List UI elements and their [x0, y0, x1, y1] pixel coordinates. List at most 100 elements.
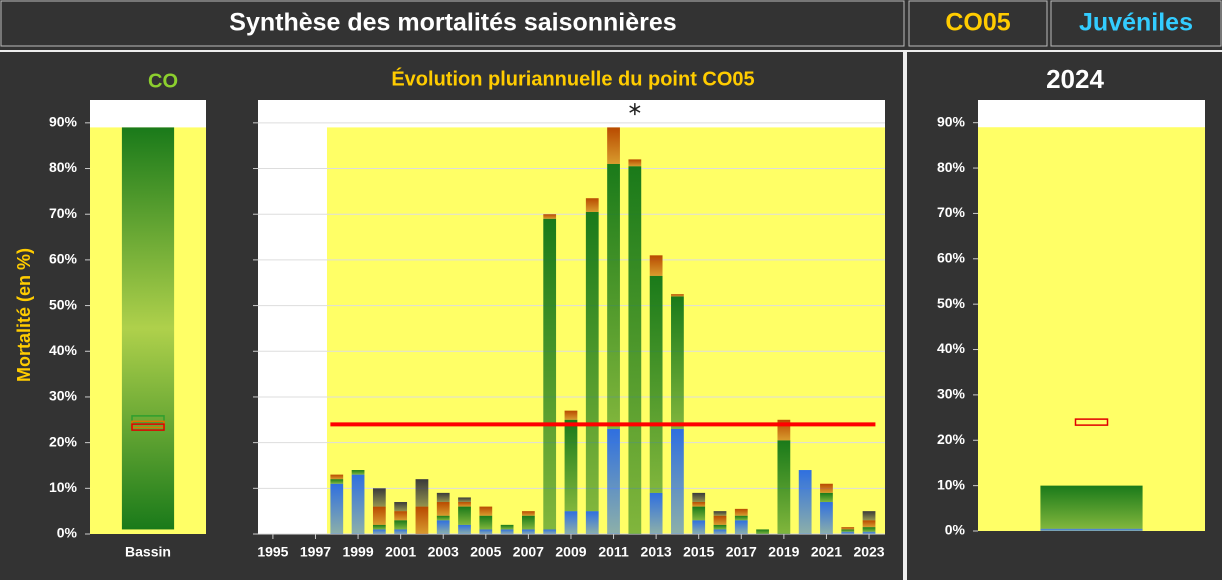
y-tick-label: 0%	[945, 522, 966, 538]
bar-segment	[415, 506, 429, 534]
bar-segment	[436, 502, 450, 516]
y-tick-label: 50%	[937, 295, 966, 311]
bar-segment	[607, 428, 620, 534]
x-tick-label: 1997	[300, 544, 331, 560]
bar	[121, 127, 175, 530]
bar-segment	[607, 163, 620, 429]
y-tick-label: 40%	[937, 340, 966, 356]
x-tick-label: 1995	[257, 544, 288, 560]
header-box	[1050, 0, 1222, 47]
y-tick-label: 80%	[49, 159, 78, 175]
bar-segment	[394, 511, 408, 521]
y-tick-label: 10%	[49, 479, 78, 495]
bar-segment	[585, 198, 599, 212]
x-tick-label: 1999	[342, 544, 373, 560]
bar-segment	[351, 470, 365, 475]
x-tick-label: 2011	[598, 544, 629, 560]
bar-segment	[458, 497, 471, 503]
bar-segment	[585, 511, 599, 534]
bar-segment	[436, 492, 450, 503]
bar-segment	[1040, 485, 1143, 529]
bar-segment	[713, 515, 727, 525]
marker	[1074, 418, 1109, 426]
zone	[978, 127, 1205, 531]
x-tick-label: 2013	[641, 544, 672, 560]
bar-segment	[820, 492, 833, 503]
bar-segment	[607, 127, 620, 164]
bar-segment	[458, 524, 471, 534]
bar-segment	[628, 159, 642, 167]
x-tick-label: 2019	[768, 544, 799, 560]
outlier	[629, 103, 641, 116]
header-title: Synthèse des mortalités saisonnières	[229, 9, 676, 37]
y-tick-label: 60%	[49, 251, 78, 267]
y-tick-label: 20%	[937, 431, 966, 447]
bar-segment	[798, 470, 812, 534]
bar-segment	[543, 529, 557, 534]
bar-segment	[522, 529, 535, 534]
bar-segment	[330, 479, 344, 484]
bar-segment	[713, 529, 727, 534]
x-tick-label: 2003	[428, 544, 459, 560]
panel-title: CO	[148, 70, 178, 92]
bar-segment	[1040, 528, 1143, 531]
bar-segment	[543, 214, 557, 219]
zone	[326, 127, 885, 535]
bar-segment	[479, 506, 493, 516]
bar-segment	[372, 524, 386, 530]
x-tick-label: 2009	[555, 544, 586, 560]
bar-segment	[436, 515, 450, 521]
bar-segment	[841, 531, 855, 534]
marker	[131, 423, 165, 431]
y-tick-label: 30%	[937, 386, 966, 402]
bar-segment	[394, 520, 408, 530]
y-tick-label: 0%	[57, 525, 78, 541]
bar-segment	[713, 511, 727, 516]
bar-segment	[671, 428, 684, 534]
bar-segment	[394, 502, 408, 512]
x-tick-label: 2015	[683, 544, 714, 560]
bar-segment	[649, 492, 663, 534]
bar-segment	[500, 524, 514, 530]
x-tick-label: 2005	[470, 544, 501, 560]
bar-segment	[671, 294, 684, 297]
bar-segment	[862, 520, 876, 528]
bar-segment	[649, 255, 663, 276]
bar-segment	[564, 511, 578, 534]
bar-segment	[522, 515, 535, 530]
y-axis-title: Mortalité (en %)	[14, 248, 34, 382]
y-tick-label: 70%	[49, 205, 78, 221]
y-tick-label: 90%	[49, 114, 78, 130]
bar-segment	[734, 508, 748, 516]
bar-segment	[436, 520, 450, 534]
y-tick-label: 90%	[937, 113, 966, 129]
bar-segment	[777, 440, 791, 534]
bar-segment	[564, 410, 578, 420]
bar-segment	[692, 492, 706, 503]
bar-segment	[330, 474, 344, 480]
bar-segment	[479, 529, 493, 534]
bar-segment	[372, 529, 386, 534]
bar-segment	[649, 275, 663, 493]
bar-segment	[862, 527, 876, 532]
x-tick-label: 2017	[726, 544, 757, 560]
bar-segment	[330, 483, 344, 534]
y-tick-label: 70%	[937, 204, 966, 220]
panel-title: Évolution pluriannuelle du point CO05	[391, 67, 754, 90]
y-tick-label: 50%	[49, 296, 78, 312]
y-tick-label: 20%	[49, 433, 78, 449]
bar-segment	[756, 529, 769, 534]
x-tick-label: 2023	[853, 544, 884, 560]
y-tick-label: 40%	[49, 342, 78, 358]
y-tick-label: 60%	[937, 249, 966, 265]
bar-segment	[522, 511, 535, 516]
header-site: CO05	[945, 9, 1010, 37]
y-tick-label: 80%	[937, 159, 966, 175]
bar-segment	[862, 531, 876, 534]
bar-segment	[734, 515, 748, 521]
x-tick-label: 2007	[513, 544, 544, 560]
header-stage: Juvéniles	[1079, 9, 1193, 37]
y-tick-label: 10%	[937, 476, 966, 492]
bar-segment	[394, 529, 408, 534]
